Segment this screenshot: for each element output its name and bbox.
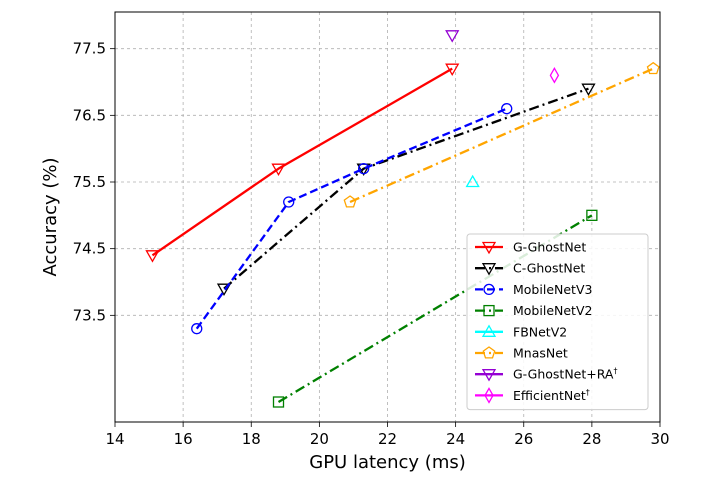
y-tick-label: 75.5 [73, 173, 106, 191]
legend-item: G-GhostNet [475, 240, 586, 255]
legend-item: G-GhostNet+RA† [475, 367, 617, 382]
legend-label: G-GhostNet+RA† [513, 367, 617, 382]
legend-label-text: FBNetV2 [513, 324, 567, 339]
x-tick-label: 22 [378, 430, 397, 448]
y-tick-label: 73.5 [73, 306, 106, 324]
legend-label-text: EfficientNet [513, 388, 586, 403]
x-tick-label: 26 [514, 430, 533, 448]
legend: G-GhostNet C-GhostNet MobileNetV3 MobileNet… [466, 233, 649, 411]
legend-label: EfficientNet† [513, 388, 590, 403]
x-tick-label: 16 [174, 430, 193, 448]
series-line [349, 67, 654, 204]
legend-item: MnasNet [475, 346, 568, 361]
series-g-ghostnet [145, 63, 460, 263]
legend-label-superscript: † [613, 367, 617, 376]
legend-item: MobileNetV2 [475, 303, 592, 318]
legend-marker [481, 263, 497, 276]
legend-box [466, 233, 649, 411]
data-point-marker [581, 83, 596, 96]
x-tick-label: 24 [446, 430, 465, 448]
legend-item: MobileNetV3 [475, 282, 592, 297]
legend-label-text: MobileNetV2 [513, 303, 592, 318]
x-tick-label: 14 [105, 430, 124, 448]
legend-marker [483, 304, 495, 317]
legend-marker [484, 387, 494, 404]
legend-label-text: G-GhostNet+RA [513, 367, 614, 382]
legend-label: FBNetV2 [513, 324, 567, 339]
legend-label-text: G-GhostNet [513, 240, 586, 255]
y-tick-label: 77.5 [73, 40, 106, 58]
series-efficientnet [549, 67, 560, 84]
legend-marker [481, 369, 497, 382]
series-c-ghostnet [216, 83, 596, 296]
data-point-marker [586, 209, 598, 221]
legend-label-text: MnasNet [513, 346, 568, 361]
data-point-marker [445, 30, 460, 43]
data-point-marker [358, 163, 370, 175]
legend-marker [481, 241, 497, 255]
data-point-marker [272, 396, 285, 408]
series-line [223, 87, 589, 290]
data-point-marker [445, 63, 460, 76]
data-point-marker [465, 174, 480, 188]
legend-item: C-GhostNet [475, 261, 585, 276]
data-point-marker [216, 283, 232, 296]
y-tick-label: 74.5 [73, 240, 106, 258]
legend-item: FBNetV2 [475, 324, 567, 339]
x-tick-label: 30 [650, 430, 669, 448]
series-mobilenetv3 [191, 103, 513, 335]
legend-label: MobileNetV2 [513, 303, 592, 318]
legend-label-text: MobileNetV3 [513, 282, 592, 297]
series-mnasnet [343, 61, 660, 208]
legend-label-superscript: † [586, 388, 590, 397]
data-point-marker [191, 323, 203, 335]
data-point-marker [501, 103, 513, 115]
legend-label-text: C-GhostNet [513, 261, 585, 276]
data-point-marker [646, 61, 660, 75]
axis-ticks: 14 16 18 20 22 24 26 28 30 73.5 74.5 75.5 76.5 77.5 [73, 40, 670, 448]
legend-marker [483, 283, 495, 296]
x-tick-label: 18 [242, 430, 261, 448]
legend-label: MnasNet [513, 346, 568, 361]
data-point-marker [283, 196, 295, 208]
series-g-ghostnet-ra [445, 30, 460, 43]
data-point-marker [271, 163, 286, 176]
x-tick-label: 28 [582, 430, 601, 448]
data-point-marker [145, 250, 160, 263]
series-line [195, 107, 508, 330]
legend-item: EfficientNet† [475, 387, 590, 404]
data-point-marker [343, 195, 357, 208]
legend-label: G-GhostNet [513, 240, 586, 255]
data-point-marker [549, 67, 560, 84]
series-fbnetv2 [465, 174, 480, 188]
series-line [151, 67, 453, 257]
y-axis-label: Accuracy (%) [40, 157, 61, 276]
legend-label: C-GhostNet [513, 261, 585, 276]
x-tick-label: 20 [310, 430, 329, 448]
series-group [145, 30, 660, 408]
legend-marker [481, 324, 497, 337]
legend-label: MobileNetV3 [513, 282, 592, 297]
y-tick-label: 76.5 [73, 106, 106, 124]
x-axis-label: GPU latency (ms) [309, 452, 466, 473]
legend-marker [482, 346, 496, 359]
